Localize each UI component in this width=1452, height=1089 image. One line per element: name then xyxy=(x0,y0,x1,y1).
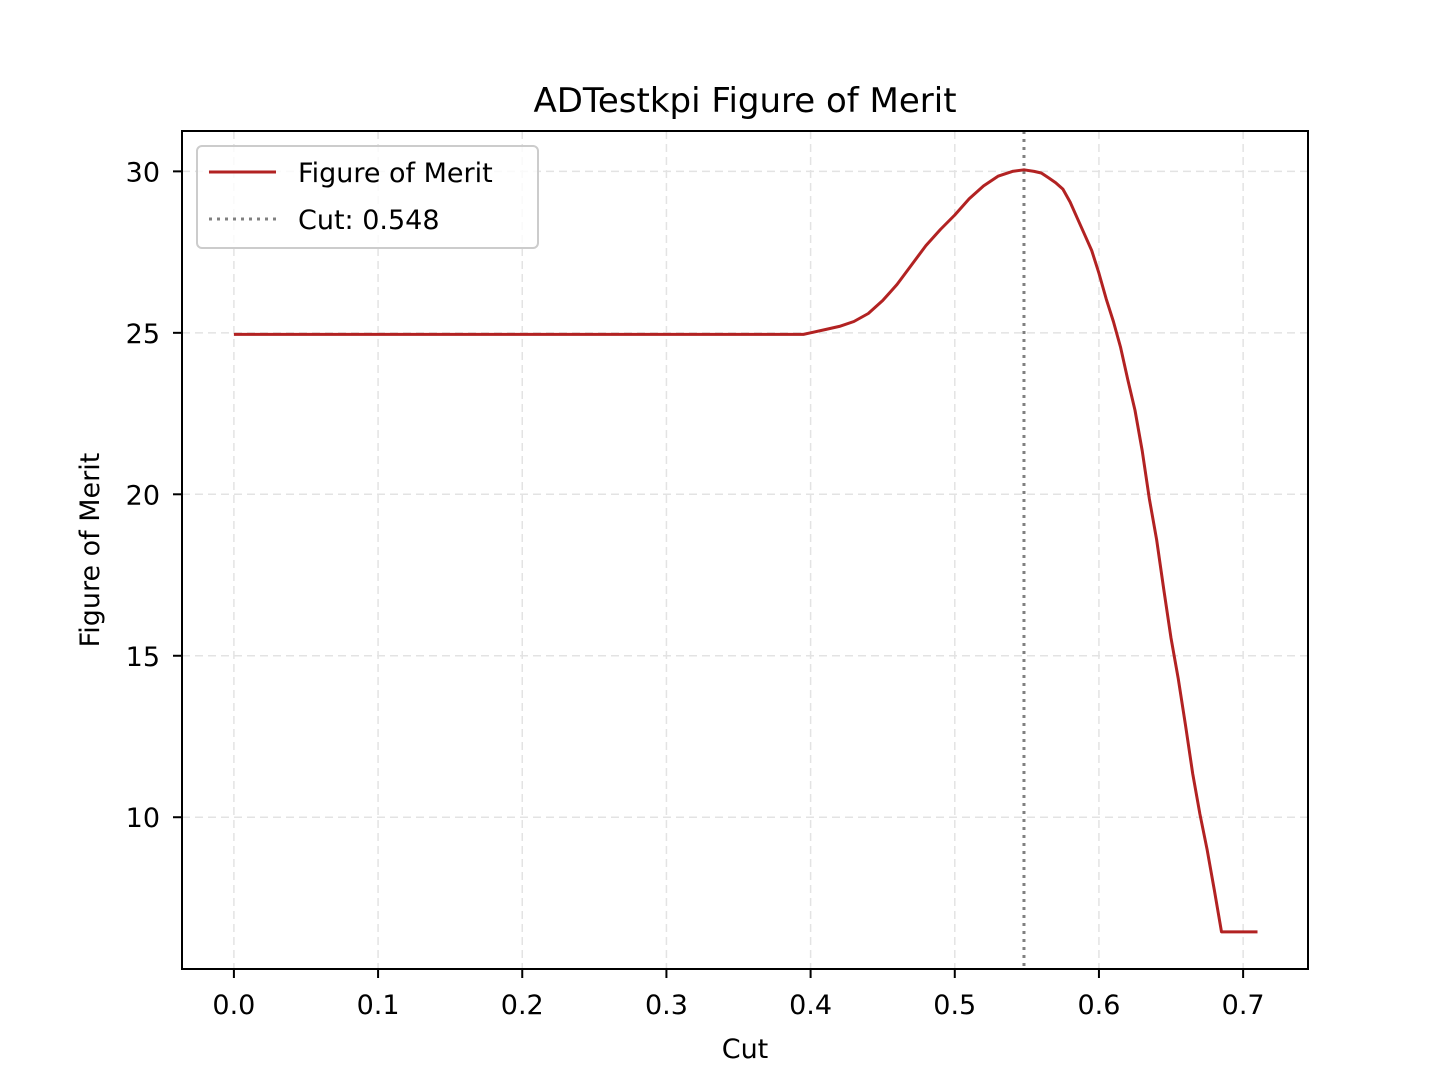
legend-label-cut: Cut: 0.548 xyxy=(298,205,440,236)
x-tick-label: 0.4 xyxy=(789,990,832,1021)
axes-frame xyxy=(181,130,1309,970)
y-tick-label: 30 xyxy=(126,157,160,188)
series-line-figure-of-merit xyxy=(233,168,1258,934)
y-tick-label: 10 xyxy=(126,803,160,834)
x-tick-label: 0.3 xyxy=(645,990,688,1021)
x-tick-label: 0.7 xyxy=(1222,990,1265,1021)
x-axis-ticks: 0.0 0.1 0.2 0.3 0.4 0.5 0.6 0.7 xyxy=(212,969,1265,1021)
chart-title: ADTestkpi Figure of Merit xyxy=(533,81,956,121)
y-axis-label: Figure of Merit xyxy=(75,453,106,648)
y-axis-ticks: 10 15 20 25 30 xyxy=(126,157,182,834)
x-tick-label: 0.6 xyxy=(1077,990,1120,1021)
plot-data xyxy=(233,131,1258,969)
legend-label-figure-of-merit: Figure of Merit xyxy=(298,158,493,189)
y-tick-label: 15 xyxy=(126,642,160,673)
x-tick-label: 0.2 xyxy=(501,990,544,1021)
y-tick-label: 20 xyxy=(126,480,160,511)
y-tick-label: 25 xyxy=(126,319,160,350)
legend: Figure of Merit Cut: 0.548 xyxy=(196,145,539,249)
x-tick-label: 0.0 xyxy=(212,990,255,1021)
legend-box xyxy=(196,145,539,249)
x-axis-label: Cut xyxy=(722,1034,769,1065)
x-tick-label: 0.1 xyxy=(357,990,400,1021)
x-tick-label: 0.5 xyxy=(933,990,976,1021)
